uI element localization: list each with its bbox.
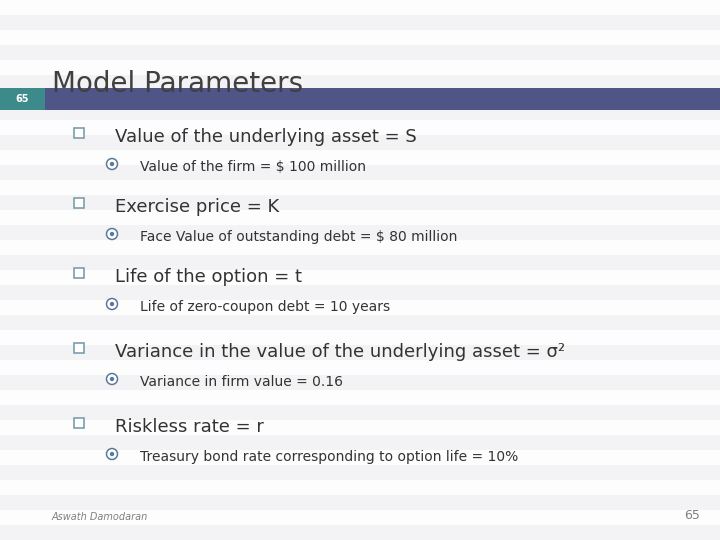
Bar [0, 135, 720, 150]
Bar [0, 285, 720, 300]
Text: Exercise price = K: Exercise price = K [115, 198, 279, 216]
Circle shape [109, 162, 114, 166]
Circle shape [107, 228, 117, 240]
Bar [0, 195, 720, 210]
Bar [0, 525, 720, 540]
Text: Variance in the value of the underlying asset = σ²: Variance in the value of the underlying … [115, 343, 565, 361]
Circle shape [109, 452, 114, 456]
Bar [0, 105, 720, 120]
Bar [0, 345, 720, 360]
Text: Face Value of outstanding debt = $ 80 million: Face Value of outstanding debt = $ 80 mi… [140, 230, 457, 244]
Bar [0, 315, 720, 330]
Bar [0, 45, 720, 60]
Bar [0, 435, 720, 450]
Bar [0, 525, 720, 540]
Bar [0, 495, 720, 510]
Text: Value of the firm = $ 100 million: Value of the firm = $ 100 million [140, 160, 366, 174]
Bar [74, 418, 84, 428]
Bar [0, 88, 45, 110]
Bar [0, 255, 720, 270]
Bar [0, 75, 720, 90]
Bar [74, 268, 84, 278]
Bar [0, 375, 720, 390]
Circle shape [109, 232, 114, 236]
Circle shape [107, 299, 117, 309]
Bar [0, 435, 720, 450]
Bar [74, 198, 84, 208]
Bar [0, 345, 720, 360]
Text: Life of zero-coupon debt = 10 years: Life of zero-coupon debt = 10 years [140, 300, 390, 314]
Circle shape [109, 377, 114, 381]
Bar [0, 15, 720, 30]
Bar [0, 165, 720, 180]
Bar [0, 315, 720, 330]
Text: 65: 65 [684, 509, 700, 522]
Bar [0, 495, 720, 510]
Bar [74, 343, 84, 353]
Bar [0, 75, 720, 90]
Bar [0, 465, 720, 480]
Text: Riskless rate = r: Riskless rate = r [115, 418, 264, 436]
Text: Value of the underlying asset = S: Value of the underlying asset = S [115, 128, 417, 146]
Bar [74, 128, 84, 138]
Bar [0, 135, 720, 150]
Text: Aswath Damodaran: Aswath Damodaran [52, 512, 148, 522]
Text: 65: 65 [15, 94, 29, 104]
Bar [0, 88, 720, 110]
Bar [0, 225, 720, 240]
Bar [0, 405, 720, 420]
Bar [0, 375, 720, 390]
Bar [0, 225, 720, 240]
Bar [0, 255, 720, 270]
Bar [0, 285, 720, 300]
Bar [0, 465, 720, 480]
Bar [0, 405, 720, 420]
Text: Treasury bond rate corresponding to option life = 10%: Treasury bond rate corresponding to opti… [140, 450, 518, 464]
Bar [0, 15, 720, 30]
Bar [0, 45, 720, 60]
Text: Model Parameters: Model Parameters [52, 70, 303, 98]
Bar [0, 165, 720, 180]
Circle shape [107, 449, 117, 460]
Circle shape [107, 374, 117, 384]
Text: Life of the option = t: Life of the option = t [115, 268, 302, 286]
Circle shape [107, 159, 117, 170]
Circle shape [109, 302, 114, 306]
Bar [0, 105, 720, 120]
Bar [0, 195, 720, 210]
Text: Variance in firm value = 0.16: Variance in firm value = 0.16 [140, 375, 343, 389]
